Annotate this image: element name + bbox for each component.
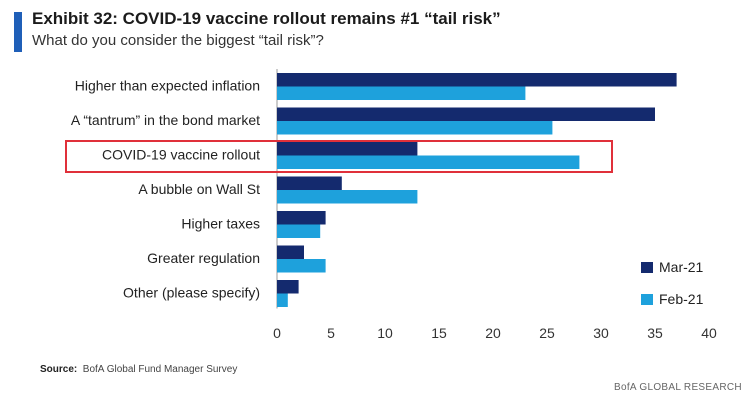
bar-feb-21-5 <box>277 259 326 273</box>
x-tick-label: 20 <box>485 325 501 341</box>
bar-mar-21-6 <box>277 280 299 294</box>
title-accent-bar <box>14 12 22 52</box>
bar-feb-21-4 <box>277 224 321 238</box>
bar-mar-21-5 <box>277 245 304 259</box>
bar-feb-21-0 <box>277 86 526 100</box>
category-label: Higher than expected inflation <box>75 78 260 94</box>
chart-title: Exhibit 32: COVID-19 vaccine rollout rem… <box>32 9 501 28</box>
legend-swatch <box>641 262 653 273</box>
legend-label: Mar-21 <box>659 259 704 275</box>
x-tick-label: 0 <box>273 325 281 341</box>
x-tick-label: 25 <box>539 325 555 341</box>
bar-mar-21-3 <box>277 176 342 190</box>
category-label: A “tantrum” in the bond market <box>71 112 260 128</box>
bar-feb-21-1 <box>277 121 553 135</box>
bar-mar-21-1 <box>277 107 655 121</box>
x-tick-label: 5 <box>327 325 335 341</box>
bar-mar-21-0 <box>277 73 677 87</box>
category-label: A bubble on Wall St <box>138 181 260 197</box>
category-label: COVID-19 vaccine rollout <box>102 147 260 163</box>
x-tick-label: 35 <box>647 325 663 341</box>
source-note: Source: BofA Global Fund Manager Survey <box>40 364 237 375</box>
brand-footer: BofA GLOBAL RESEARCH <box>614 382 742 393</box>
legend-label: Feb-21 <box>659 291 704 307</box>
category-label: Higher taxes <box>181 216 260 232</box>
x-tick-label: 40 <box>701 325 717 341</box>
chart-subtitle: What do you consider the biggest “tail r… <box>32 32 324 49</box>
highlight-box <box>65 140 613 173</box>
x-tick-label: 30 <box>593 325 609 341</box>
category-label: Greater regulation <box>147 250 260 266</box>
source-label: Source: <box>40 364 78 375</box>
bar-mar-21-4 <box>277 211 326 225</box>
bar-feb-21-2 <box>277 155 580 169</box>
bar-feb-21-6 <box>277 293 288 307</box>
bar-mar-21-2 <box>277 142 418 156</box>
category-label: Other (please specify) <box>123 285 260 301</box>
source-text: BofA Global Fund Manager Survey <box>82 364 238 375</box>
x-tick-label: 15 <box>431 325 447 341</box>
x-tick-label: 10 <box>377 325 393 341</box>
bar-feb-21-3 <box>277 190 418 204</box>
legend-swatch <box>641 294 653 305</box>
